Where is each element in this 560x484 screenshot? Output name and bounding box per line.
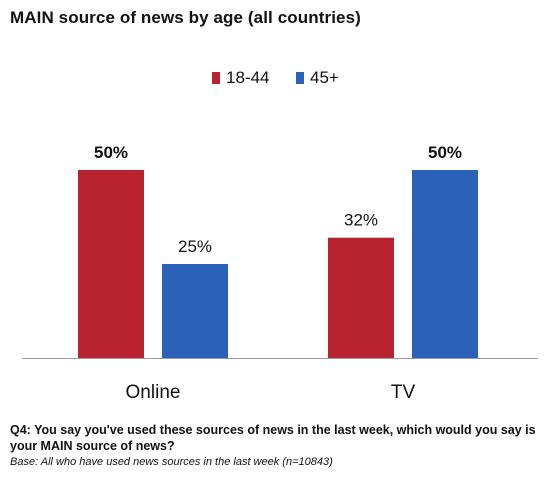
legend-label: 18-44 bbox=[226, 68, 269, 87]
data-label: 50% bbox=[94, 143, 128, 162]
bar-tv-45 bbox=[412, 170, 478, 358]
bar-tv-1844 bbox=[328, 237, 394, 358]
category-label-online: Online bbox=[126, 382, 181, 403]
base-text: Base: All who have used news sources in … bbox=[10, 456, 333, 468]
category-label-tv: TV bbox=[391, 382, 416, 403]
legend-swatch-45 bbox=[296, 72, 304, 84]
data-label: 50% bbox=[428, 143, 462, 162]
chart-title: MAIN source of news by age (all countrie… bbox=[10, 8, 361, 27]
bar-online-1844 bbox=[78, 170, 144, 358]
legend-swatch-1844 bbox=[212, 72, 220, 84]
bar-online-45 bbox=[162, 264, 228, 358]
question-text: Q4: You say you've used these sources of… bbox=[10, 423, 536, 453]
bar-chart: 18-44 45+ 50% 25% Online 32% 50% TV bbox=[22, 68, 538, 403]
data-label: 25% bbox=[178, 237, 212, 256]
chart-footnote: Q4: You say you've used these sources of… bbox=[10, 422, 550, 470]
legend-label: 45+ bbox=[310, 68, 339, 87]
data-label: 32% bbox=[344, 211, 378, 230]
